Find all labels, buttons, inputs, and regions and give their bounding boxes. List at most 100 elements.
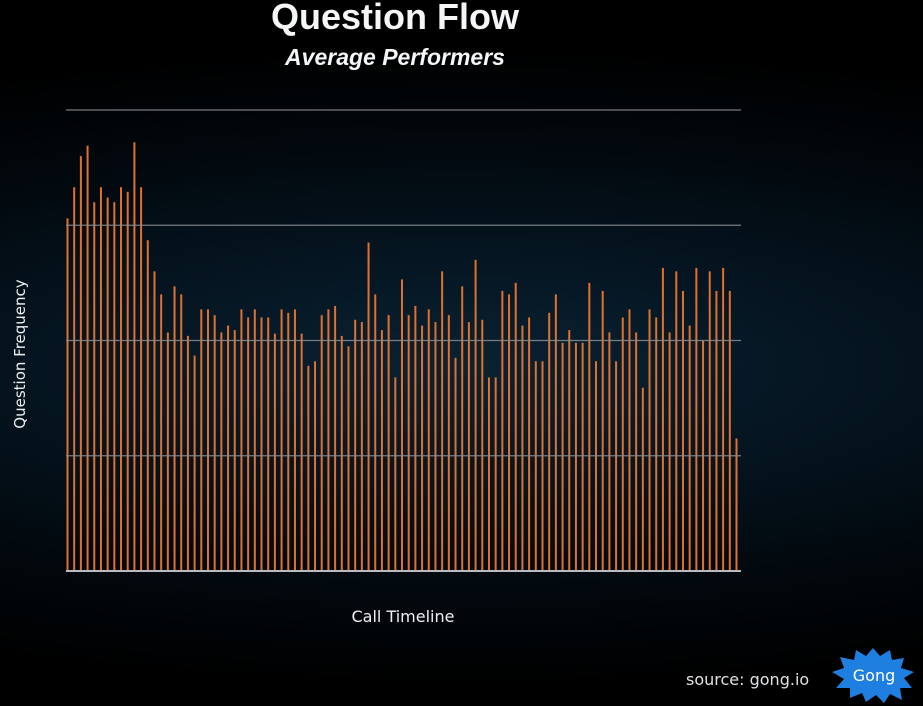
bar: [534, 361, 537, 571]
bar: [260, 317, 263, 571]
chart-title: Question Flow: [271, 0, 519, 37]
bar: [213, 315, 216, 571]
bar: [407, 315, 410, 571]
bar: [715, 290, 718, 571]
bar: [722, 267, 725, 571]
bar: [247, 317, 250, 571]
bar: [681, 290, 684, 571]
bar: [655, 317, 658, 571]
bar: [574, 342, 577, 571]
bar: [615, 361, 618, 571]
bar: [661, 267, 664, 571]
bar: [588, 282, 591, 571]
bar: [307, 365, 310, 571]
bar: [421, 325, 424, 571]
bar: [648, 309, 651, 571]
bar: [120, 187, 123, 571]
bar: [146, 240, 149, 572]
bar: [695, 267, 698, 571]
bar: [200, 309, 203, 571]
bar: [153, 271, 156, 571]
bar: [106, 197, 109, 571]
bar: [347, 346, 350, 571]
bar: [320, 315, 323, 571]
bar: [454, 357, 457, 571]
bar: [621, 317, 624, 571]
bar: [628, 309, 631, 571]
gong-logo: Gong: [832, 648, 914, 703]
bar: [253, 309, 256, 571]
bar: [447, 315, 450, 571]
bar: [334, 305, 337, 571]
bar: [374, 294, 377, 571]
bar: [367, 242, 370, 571]
source-credit: source: gong.io: [686, 670, 810, 689]
bar: [668, 332, 671, 571]
bar: [481, 319, 484, 571]
bar: [300, 333, 303, 571]
bar: [340, 335, 343, 571]
bar: [93, 202, 96, 571]
bar: [708, 271, 711, 571]
bar: [133, 142, 136, 571]
bar: [514, 282, 517, 571]
bar: [601, 290, 604, 571]
bar: [467, 322, 470, 571]
bar: [206, 309, 209, 571]
bar: [99, 187, 102, 571]
bar: [414, 305, 417, 571]
bar: [554, 294, 557, 571]
bar: [561, 342, 564, 571]
bar: [314, 361, 317, 571]
bar: [608, 332, 611, 571]
bar: [595, 361, 598, 571]
bar: [635, 332, 638, 571]
bar: [193, 355, 196, 571]
bar: [360, 322, 363, 571]
bar: [166, 332, 169, 571]
bar: [548, 312, 551, 571]
bar: [113, 202, 116, 571]
logo-text: Gong: [853, 666, 895, 685]
bar: [380, 330, 383, 571]
bar: [387, 315, 390, 571]
bar: [280, 309, 283, 571]
bar: [140, 187, 143, 571]
bar: [293, 309, 296, 571]
bar: [354, 319, 357, 571]
bar: [273, 333, 276, 571]
x-axis-label: Call Timeline: [351, 607, 455, 626]
bar: [233, 330, 236, 571]
gridlines: [66, 109, 741, 572]
bar: [160, 294, 163, 571]
bar: [508, 294, 511, 571]
bar: [487, 377, 490, 571]
starburst-icon: [832, 648, 914, 703]
bar: [461, 286, 464, 571]
chart-subtitle: Average Performers: [285, 44, 505, 70]
bar: [441, 271, 444, 571]
bar: [180, 294, 183, 571]
bar: [641, 387, 644, 571]
bar: [521, 325, 524, 571]
bar: [220, 332, 223, 571]
bar: [267, 317, 270, 571]
bar: [86, 145, 89, 572]
bar: [394, 377, 397, 571]
bar: [581, 342, 584, 571]
bar: [240, 309, 243, 571]
bar: [79, 156, 82, 571]
bar: [434, 322, 437, 571]
bar: [541, 361, 544, 571]
bar: [427, 309, 430, 571]
bar: [501, 290, 504, 571]
bar: [688, 325, 691, 571]
bar: [494, 377, 497, 571]
bar-series: [66, 142, 738, 572]
bar: [73, 187, 76, 571]
bar: [474, 259, 477, 571]
bar: [728, 290, 731, 571]
bar: [186, 335, 189, 571]
bar: [675, 271, 678, 571]
